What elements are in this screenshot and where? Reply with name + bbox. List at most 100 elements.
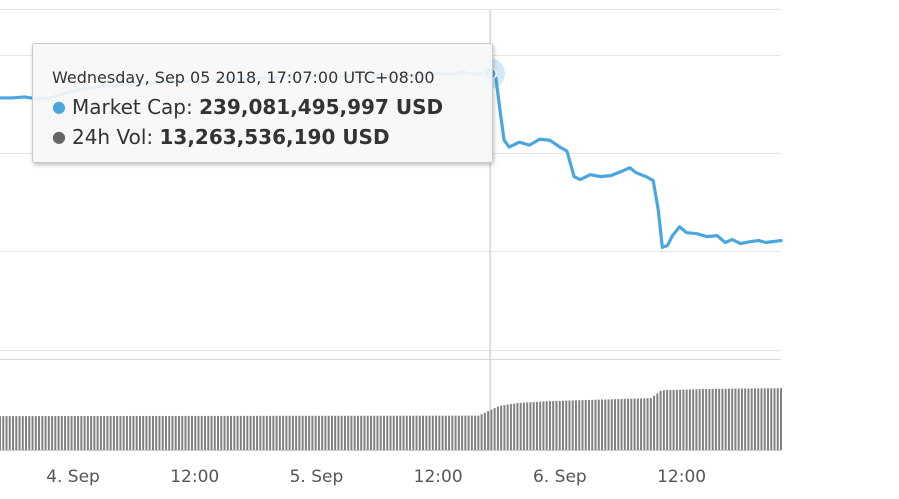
volume-bar	[731, 388, 734, 450]
volume-bar	[721, 388, 724, 450]
volume-bar	[773, 388, 776, 450]
volume-bar	[627, 398, 630, 450]
volume-bar	[747, 388, 750, 450]
volume-bar	[304, 415, 307, 450]
volume-bar	[418, 415, 421, 450]
volume-bar	[737, 388, 740, 450]
volume-bar	[132, 415, 135, 450]
volume-bar	[210, 415, 213, 450]
volume-bar	[60, 416, 63, 450]
volume-bar	[633, 398, 636, 450]
volume-bar	[724, 388, 727, 450]
volume-bar	[653, 395, 656, 450]
volume-bar	[444, 415, 447, 450]
volume-bar	[604, 399, 607, 450]
volume-bar	[34, 416, 37, 450]
volume-bar	[288, 415, 291, 450]
series-dot-icon: ●	[52, 127, 66, 146]
volume-bar	[753, 388, 756, 450]
volume-bar	[535, 401, 538, 450]
volume-bar	[607, 399, 610, 450]
data-tooltip: Wednesday, Sep 05 2018, 17:07:00 UTC+08:…	[32, 43, 493, 163]
x-tick-label: 12:00	[657, 467, 706, 487]
volume-bar	[548, 401, 551, 450]
volume-bar	[766, 388, 769, 450]
x-tick-label: 6. Sep	[533, 467, 587, 487]
series-dot-icon: ●	[52, 97, 66, 116]
volume-bar	[584, 400, 587, 450]
volume-bar	[493, 408, 496, 450]
volume-bar	[184, 415, 187, 450]
volume-bar	[207, 415, 210, 450]
volume-bar	[409, 415, 412, 450]
volume-bar	[734, 388, 737, 450]
volume-bar	[197, 415, 200, 450]
volume-bar	[275, 415, 278, 450]
volume-bar	[425, 415, 428, 450]
volume-bar	[158, 415, 161, 450]
volume-bar	[509, 404, 512, 450]
volume-bar	[256, 415, 259, 450]
volume-bar	[588, 399, 590, 450]
volume-bar	[757, 388, 760, 450]
volume-bar	[701, 389, 704, 450]
volume-bar	[18, 416, 21, 450]
tooltip-value: 239,081,495,997 USD	[199, 95, 444, 119]
volume-bar	[103, 416, 106, 450]
volume-bar	[151, 415, 154, 450]
volume-bar	[109, 416, 112, 450]
volume-bar	[54, 416, 57, 450]
volume-bar	[324, 415, 327, 450]
volume-bar	[662, 390, 665, 450]
volume-bar	[405, 415, 408, 450]
volume-bar	[438, 415, 441, 450]
volume-bar	[669, 390, 672, 450]
volume-bar	[298, 415, 301, 450]
volume-bar	[614, 399, 617, 450]
volume-bar	[262, 415, 265, 450]
tooltip-label: 24h Vol:	[71, 125, 154, 149]
volume-bar	[340, 415, 343, 450]
volume-bar	[125, 415, 128, 450]
volume-bar	[148, 415, 151, 450]
volume-bar	[601, 399, 604, 450]
volume-bar	[513, 403, 516, 450]
volume-bar	[0, 416, 1, 450]
volume-bar	[461, 415, 464, 450]
volume-bar	[435, 415, 438, 450]
volume-bar	[5, 416, 8, 450]
volume-bar	[695, 389, 698, 450]
volume-bar	[295, 415, 298, 450]
volume-bar	[252, 415, 255, 450]
volume-bar	[591, 399, 594, 450]
volume-bar	[711, 388, 714, 450]
volume-bar	[470, 415, 473, 450]
volume-bar	[620, 398, 623, 450]
volume-bar	[467, 415, 470, 450]
volume-bar	[415, 415, 418, 450]
volume-bar	[119, 415, 122, 450]
volume-bar	[116, 416, 119, 450]
volume-bar	[578, 400, 581, 450]
x-axis-ticks: 4. Sep 12:00 5. Sep 12:00 6. Sep 12:00	[46, 467, 706, 487]
volume-bar	[770, 388, 773, 450]
volume-bar	[135, 415, 138, 450]
volume-bar	[679, 389, 682, 450]
volume-bar	[382, 415, 385, 450]
volume-bar	[561, 400, 564, 450]
volume-bar	[155, 415, 158, 450]
volume-bar	[581, 400, 584, 450]
volume-bar	[760, 388, 763, 450]
volume-bar	[217, 415, 220, 450]
volume-bar	[249, 415, 252, 450]
x-tick-label: 5. Sep	[290, 467, 344, 487]
volume-bar	[399, 415, 402, 450]
volume-bar	[666, 390, 669, 450]
volume-bar	[366, 415, 369, 450]
volume-bar	[236, 415, 239, 450]
volume-bar	[422, 415, 425, 450]
volume-bar	[70, 416, 73, 450]
volume-bar	[776, 388, 779, 450]
volume-bar	[41, 416, 44, 450]
